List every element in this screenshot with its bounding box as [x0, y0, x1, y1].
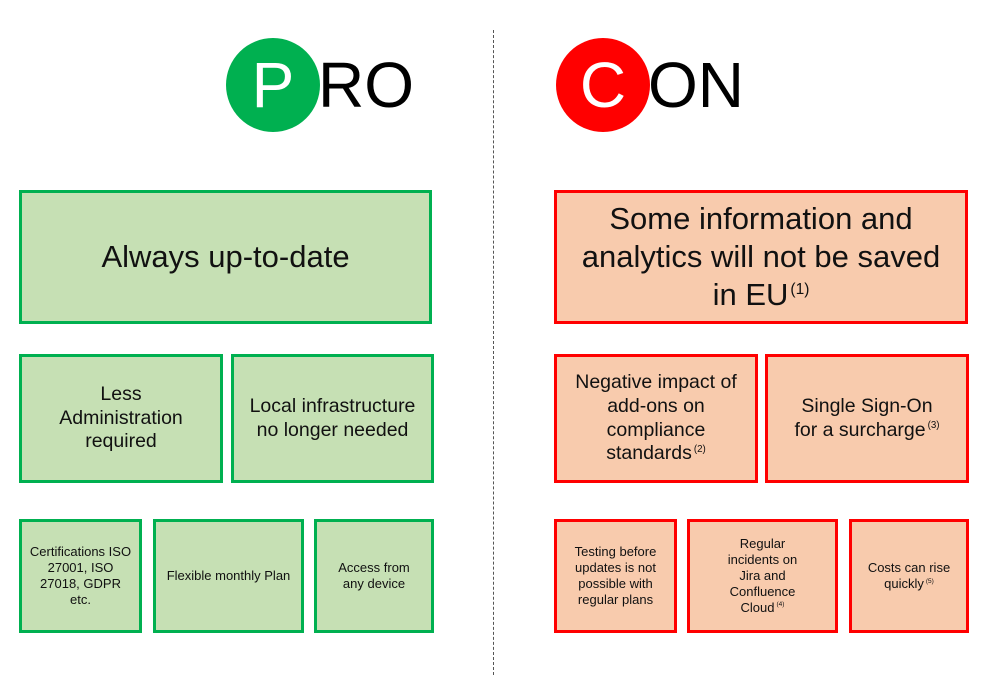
con-box-content: Costs can rise quickly (5) — [864, 560, 954, 592]
pro-box-text: Always up-to-date — [101, 239, 350, 275]
footnote-ref: (5) — [925, 577, 934, 585]
con-heading: C ON — [556, 38, 776, 138]
con-box-text: Single Sign-On for a surcharge — [794, 394, 933, 441]
pro-box-text: Flexible monthly Plan — [166, 568, 291, 584]
pro-box-access-any-device: Access from any device — [314, 519, 434, 633]
con-box-content: Regular incidents on Jira and Confluence… — [718, 536, 807, 615]
pro-box-certifications: Certifications ISO 27001, ISO 27018, GDP… — [19, 519, 142, 633]
con-box-text: Regular incidents on Jira and Confluence… — [727, 536, 798, 615]
pro-box-flexible-plan: Flexible monthly Plan — [153, 519, 304, 633]
con-box-content: Negative impact of add-ons on compliance… — [575, 371, 737, 466]
con-box-content: Single Sign-On for a surcharge (3) — [792, 395, 942, 443]
pro-heading: P RO — [226, 38, 426, 138]
pro-letter: P — [251, 49, 295, 121]
pro-box-text: Less Administration required — [59, 382, 183, 453]
con-box-regular-incidents: Regular incidents on Jira and Confluence… — [687, 519, 838, 633]
con-box-text: Costs can rise quickly — [867, 560, 951, 591]
con-box-testing-before-updates: Testing before updates is not possible w… — [554, 519, 677, 633]
con-box-information-analytics: Some information and analytics will not … — [554, 190, 968, 324]
pro-box-less-administration: Less Administration required — [19, 354, 223, 483]
con-box-costs-rise: Costs can rise quickly (5) — [849, 519, 969, 633]
pro-box-always-up-to-date: Always up-to-date — [19, 190, 432, 324]
con-box-text: Negative impact of add-ons on compliance… — [575, 370, 737, 465]
con-heading-rest: ON — [648, 49, 744, 121]
footnote-ref: (1) — [790, 280, 810, 298]
footnote-ref: (4) — [776, 601, 785, 609]
con-letter-circle: C — [556, 38, 650, 132]
footnote-ref: (3) — [927, 420, 940, 431]
footnote-ref: (2) — [693, 443, 706, 455]
con-box-text: Some information and analytics will not … — [581, 201, 941, 312]
pro-box-text: Access from any device — [338, 560, 410, 591]
pro-letter-circle: P — [226, 38, 320, 132]
pro-box-text: Certifications ISO 27001, ISO 27018, GDP… — [29, 544, 132, 607]
con-letter: C — [579, 49, 627, 121]
pro-box-text: Local infrastructure no longer needed — [249, 394, 416, 441]
con-box-single-sign-on: Single Sign-On for a surcharge (3) — [765, 354, 969, 483]
con-box-text: Testing before updates is not possible w… — [574, 544, 657, 607]
center-divider — [493, 30, 494, 675]
pro-box-local-infrastructure: Local infrastructure no longer needed — [231, 354, 434, 483]
con-box-content: Some information and analytics will not … — [577, 200, 945, 313]
pro-heading-rest: RO — [318, 49, 414, 121]
con-box-negative-impact-addons: Negative impact of add-ons on compliance… — [554, 354, 758, 483]
